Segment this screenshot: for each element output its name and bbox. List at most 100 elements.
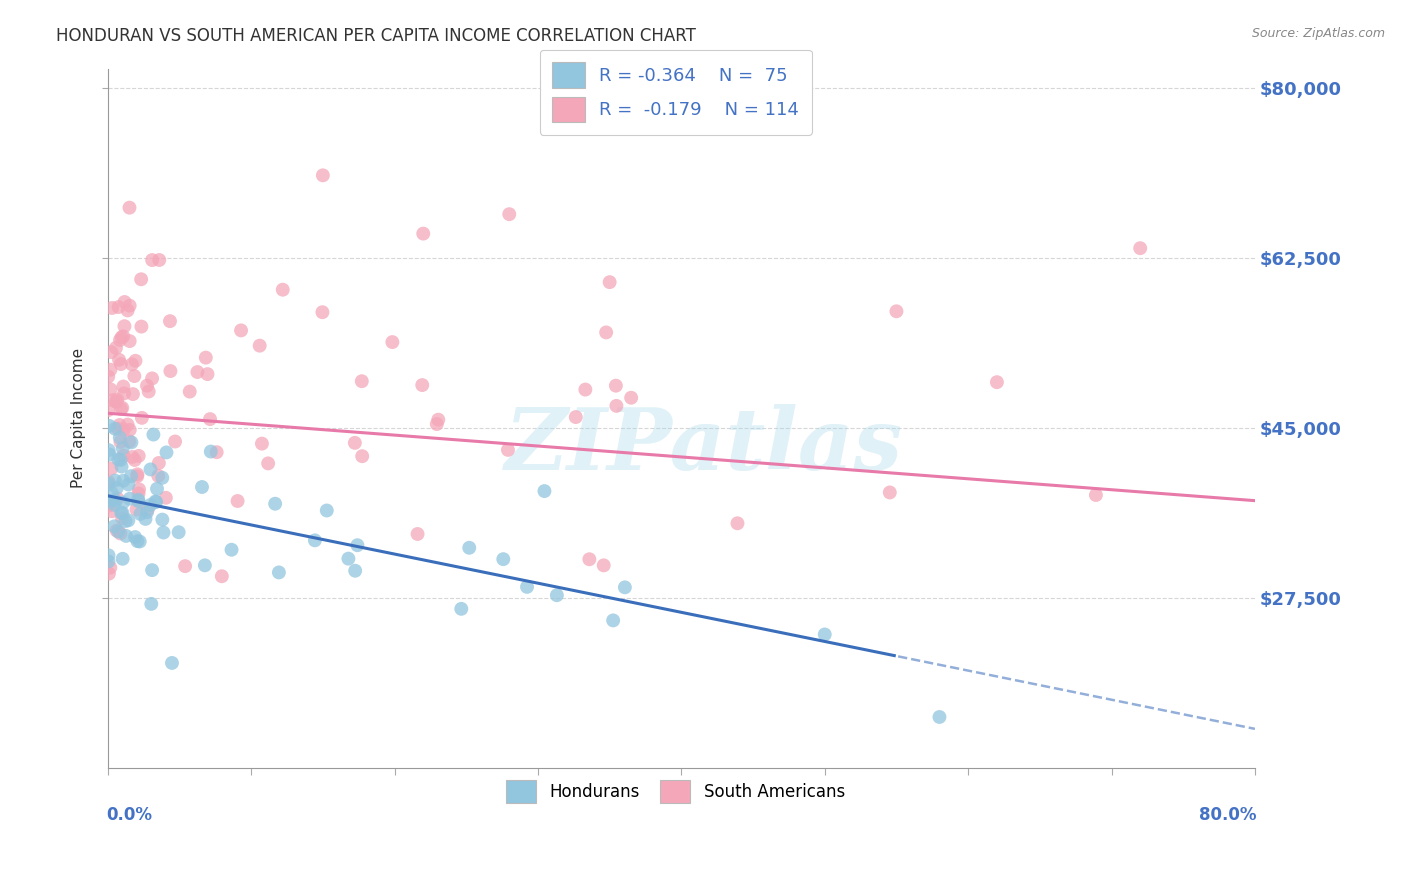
Point [97,403,120,417]
Point [194,351,217,365]
Point [118,491,141,506]
Point [148,456,170,470]
Y-axis label: Per Capita Income: Per Capita Income [72,348,86,488]
Point [118,334,141,348]
Point [124,353,146,368]
Point [125,502,148,516]
Point [186,365,208,379]
Point [120,435,142,450]
Point [114,295,136,310]
Point [112,379,135,393]
Point [111,506,134,520]
Point [450,602,472,616]
Point [605,399,627,413]
Point [121,357,143,371]
Point [110,330,132,344]
Point [226,494,249,508]
Point [124,530,146,544]
Point [112,423,135,437]
Point [112,449,135,463]
Point [117,477,139,491]
Point [108,431,131,445]
Point [142,427,165,442]
Point [127,469,149,483]
Point [304,533,326,548]
Point [104,474,127,488]
Point [136,502,159,516]
Point [111,401,134,415]
Point [1084,488,1107,502]
Point [148,468,170,483]
Point [97,554,120,568]
Point [229,323,252,337]
Point [105,524,128,538]
Point [118,299,141,313]
Point [267,566,290,580]
Point [127,492,149,507]
Point [727,516,749,531]
Point [174,559,197,574]
Point [108,333,131,347]
Point [110,401,132,416]
Point [574,383,596,397]
Point [986,375,1008,389]
Point [131,410,153,425]
Point [599,275,621,289]
Point [139,462,162,476]
Point [134,512,156,526]
Point [412,227,434,241]
Text: 0.0%: 0.0% [107,806,153,824]
Point [257,456,280,470]
Point [128,486,150,500]
Point [114,319,136,334]
Point [124,453,146,467]
Point [100,362,122,376]
Point [114,514,136,528]
Point [97,477,120,491]
Point [100,461,122,475]
Point [117,303,139,318]
Point [110,526,132,541]
Point [191,480,214,494]
Point [145,494,167,508]
Point [105,481,128,495]
Point [129,507,152,521]
Point [97,443,120,458]
Point [127,467,149,482]
Point [104,422,127,436]
Point [103,498,125,512]
Point [101,393,124,408]
Point [127,534,149,549]
Point [814,627,837,641]
Legend: Hondurans, South Americans: Hondurans, South Americans [498,772,853,812]
Point [565,410,588,425]
Point [271,283,294,297]
Point [111,442,134,456]
Point [115,529,138,543]
Point [128,483,150,497]
Point [97,369,120,384]
Point [148,252,170,267]
Text: ZIPatlas: ZIPatlas [505,404,903,488]
Point [104,394,127,409]
Point [426,417,449,431]
Point [315,503,337,517]
Point [111,551,134,566]
Point [112,329,135,343]
Point [104,493,127,508]
Point [117,417,139,432]
Point [592,558,614,573]
Point [546,588,568,602]
Point [179,384,201,399]
Point [141,253,163,268]
Point [516,580,538,594]
Point [595,326,617,340]
Point [112,474,135,488]
Point [1129,241,1152,255]
Point [337,551,360,566]
Point [100,485,122,500]
Point [98,419,121,434]
Point [107,491,129,506]
Point [492,552,515,566]
Point [205,445,228,459]
